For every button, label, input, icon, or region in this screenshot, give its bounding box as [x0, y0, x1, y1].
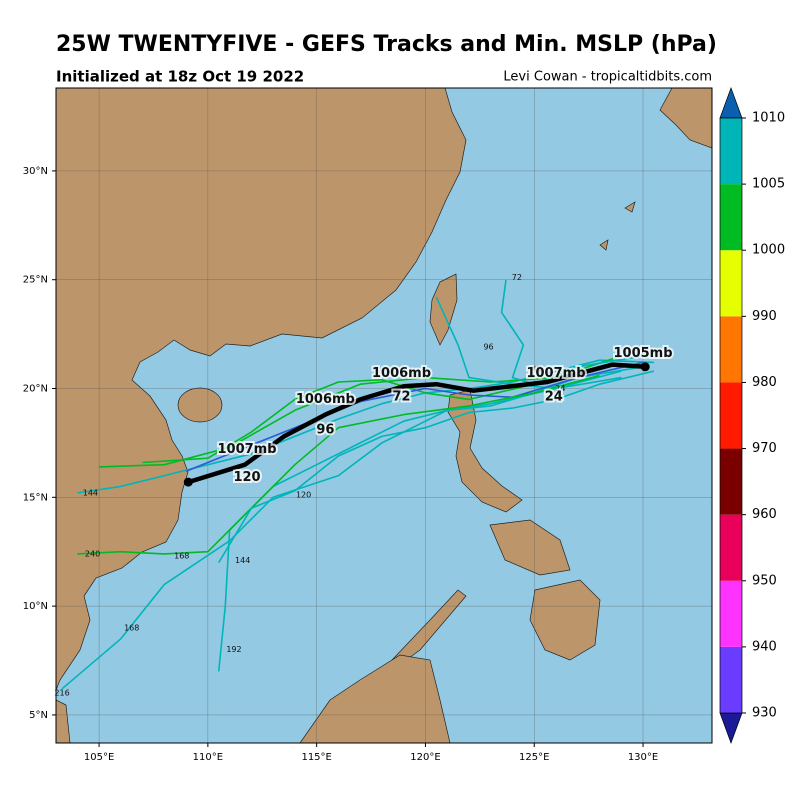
borneo	[299, 654, 451, 743]
colorbar-segment	[720, 514, 742, 581]
colorbar-tick-label: 940	[752, 639, 777, 654]
ensemble-track	[500, 279, 644, 385]
land-layer	[56, 88, 712, 743]
colorbar-tick-label: 1005	[752, 177, 785, 192]
credit: Levi Cowan - tropicaltidbits.com	[503, 70, 712, 85]
ensemble-hour-label: 24	[555, 384, 565, 393]
luzon	[447, 389, 523, 513]
x-tick-label: 125°E	[519, 752, 549, 763]
ensemble-track	[77, 374, 600, 555]
ensemble-hour-label: 216	[54, 689, 69, 698]
mean-track-label: 1006mb	[372, 366, 431, 381]
y-tick-label: 30°N	[23, 166, 48, 177]
y-tick-label: 10°N	[23, 601, 48, 612]
labels-layer: 24 48 72 96 120 144 168 192 216 240 144 168 1005mb 10…	[54, 273, 674, 698]
colorbar-segment	[720, 382, 742, 449]
colorbar: 930 940 950 960 970 980 990 1000 1005 1010	[719, 86, 785, 745]
colorbar-tick-label: 930	[752, 706, 777, 721]
x-tick-label: 130°E	[628, 752, 658, 763]
mean-track	[187, 362, 646, 485]
mainland-asia	[56, 88, 467, 691]
colorbar-segment	[720, 184, 742, 251]
colorbar-tick-label: 1010	[752, 111, 785, 126]
ensemble-hour-label: 168	[174, 552, 189, 561]
ensemble-hour-label: 144	[83, 488, 98, 497]
grid-layer: 105°E 110°E 115°E 120°E 125°E 130°E 5°N 10°N 15°…	[23, 88, 712, 763]
ensemble-track	[185, 361, 644, 472]
chart-title: 25W TWENTYFIVE - GEFS Tracks and Min. MS…	[56, 32, 717, 57]
y-tick-label: 25°N	[23, 275, 48, 286]
colorbar-tick-label: 960	[752, 507, 777, 522]
mean-track-label: 1007mb	[218, 442, 277, 457]
ensemble-hour-label: 168	[124, 623, 139, 632]
mean-track-label: 24	[545, 390, 563, 405]
colorbar-segment	[720, 250, 742, 317]
hainan	[177, 387, 223, 423]
y-tick-label: 20°N	[23, 384, 48, 395]
ensemble-track	[142, 366, 600, 464]
colorbar-tick-label: 990	[752, 309, 777, 324]
x-tick-label: 120°E	[410, 752, 440, 763]
colorbar-tick-label: 950	[752, 573, 777, 588]
malay-peninsula	[56, 699, 71, 743]
mean-track-label: 96	[316, 422, 334, 437]
ensemble-hour-label: 240	[85, 549, 100, 558]
colorbar-segment	[720, 118, 742, 185]
colorbar-segment	[720, 316, 742, 383]
mean-track-label: 72	[392, 390, 410, 405]
ensemble-hour-label: 48	[531, 364, 541, 373]
y-tick-label: 5°N	[29, 710, 48, 721]
tracks-layer	[61, 279, 655, 690]
visayas	[489, 519, 571, 576]
colorbar-segment	[720, 646, 742, 713]
mean-track-label: 1005mb	[614, 346, 673, 361]
colorbar-extend	[719, 86, 743, 119]
track-point	[183, 477, 193, 487]
mean-track-label: 1006mb	[296, 392, 355, 407]
x-tick-label: 110°E	[193, 752, 223, 763]
ensemble-hour-label: 120	[296, 491, 311, 500]
map-frame	[55, 87, 713, 744]
ensemble-track	[61, 370, 622, 690]
colorbar-tick-label: 970	[752, 441, 777, 456]
japan	[659, 88, 712, 149]
ensemble-track	[77, 359, 654, 494]
mindanao	[529, 579, 601, 661]
ryukyu	[599, 201, 636, 251]
chart-subtitle: Initialized at 18z Oct 19 2022	[56, 68, 304, 86]
colorbar-extend	[719, 712, 743, 745]
colorbar-tick-label: 980	[752, 375, 777, 390]
colorbar-frame	[719, 117, 743, 714]
ensemble-hour-label: 144	[235, 556, 250, 565]
taiwan	[429, 273, 458, 346]
colorbar-segment	[720, 580, 742, 647]
track-point	[640, 362, 650, 372]
mean-track-label: 120	[233, 470, 260, 485]
x-tick-label: 115°E	[301, 752, 331, 763]
ensemble-hour-label: 96	[483, 343, 493, 352]
ensemble-hour-label: 72	[512, 273, 522, 282]
y-tick-label: 15°N	[23, 492, 48, 503]
ensemble-track	[435, 296, 622, 390]
x-tick-label: 105°E	[84, 752, 114, 763]
ensemble-track	[218, 370, 655, 564]
colorbar-tick-label: 1000	[752, 243, 785, 258]
mean-track-label: 1007mb	[526, 366, 585, 381]
colorbar-segment	[720, 448, 742, 515]
ensemble-hour-label: 192	[226, 645, 241, 654]
